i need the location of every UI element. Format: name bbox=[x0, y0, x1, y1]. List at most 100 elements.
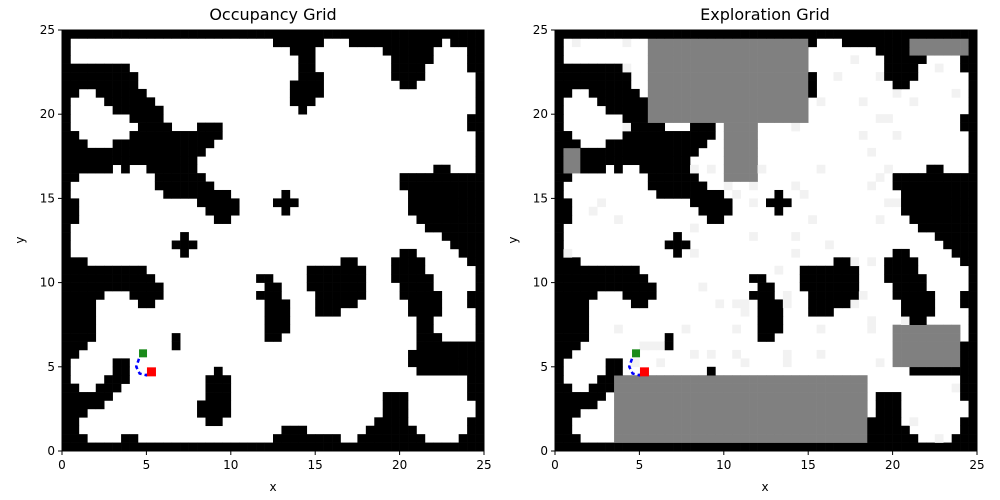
occupied-cell bbox=[382, 442, 392, 452]
occupied-cell bbox=[408, 248, 417, 258]
occupied-cell bbox=[681, 156, 691, 166]
occupied-cell bbox=[917, 55, 927, 64]
occupied-cell bbox=[943, 189, 952, 199]
occupied-cell bbox=[917, 223, 927, 233]
y-tick-label: 10 bbox=[533, 276, 548, 290]
occupied-cell bbox=[926, 206, 936, 216]
occupied-cell bbox=[391, 72, 400, 81]
unexplored-cell bbox=[614, 392, 623, 401]
occupied-cell bbox=[698, 442, 708, 452]
visited-cell bbox=[563, 248, 573, 258]
occupied-cell bbox=[137, 282, 147, 292]
occupied-cell bbox=[171, 173, 181, 182]
visited-cell bbox=[690, 248, 699, 258]
occupied-cell bbox=[408, 349, 417, 359]
occupied-cell bbox=[112, 88, 122, 98]
occupied-cell bbox=[901, 425, 910, 435]
unexplored-cell bbox=[799, 114, 809, 123]
occupied-cell bbox=[605, 366, 615, 376]
occupied-cell bbox=[306, 88, 316, 98]
occupied-cell bbox=[78, 324, 88, 334]
occupied-cell bbox=[875, 400, 885, 410]
occupied-cell bbox=[433, 442, 443, 452]
occupied-cell bbox=[289, 88, 299, 98]
unexplored-cell bbox=[715, 63, 725, 73]
unexplored-cell bbox=[614, 375, 623, 384]
occupied-cell bbox=[264, 442, 274, 452]
y-tick-label: 5 bbox=[47, 360, 55, 374]
unexplored-cell bbox=[850, 417, 860, 427]
occupied-cell bbox=[555, 383, 564, 393]
unexplored-cell bbox=[673, 383, 682, 393]
unexplored-cell bbox=[917, 46, 927, 56]
unexplored-cell bbox=[673, 46, 682, 56]
unexplored-cell bbox=[799, 425, 809, 435]
occupied-cell bbox=[740, 442, 750, 452]
unexplored-cell bbox=[740, 156, 750, 166]
unexplored-cell bbox=[757, 72, 767, 81]
occupied-cell bbox=[213, 366, 223, 376]
occupied-cell bbox=[698, 181, 708, 191]
unexplored-cell bbox=[825, 417, 834, 427]
visited-cell bbox=[749, 198, 758, 208]
occupied-cell bbox=[424, 366, 434, 376]
visited-cell bbox=[732, 349, 741, 359]
occupied-cell bbox=[934, 198, 944, 208]
unexplored-cell bbox=[622, 417, 632, 427]
occupied-cell bbox=[960, 122, 969, 132]
occupied-cell bbox=[416, 299, 426, 309]
occupied-cell bbox=[239, 30, 248, 39]
occupied-cell bbox=[467, 30, 476, 39]
occupied-cell bbox=[867, 434, 877, 443]
occupied-cell bbox=[943, 198, 952, 208]
visited-cell bbox=[909, 97, 919, 107]
unexplored-cell bbox=[690, 80, 699, 90]
unexplored-cell bbox=[917, 38, 927, 48]
unexplored-cell bbox=[732, 72, 741, 81]
occupied-cell bbox=[673, 248, 682, 258]
occupied-cell bbox=[416, 63, 426, 73]
occupied-cell bbox=[647, 442, 657, 452]
occupied-cell bbox=[70, 139, 80, 149]
visited-cell bbox=[630, 358, 640, 368]
occupied-cell bbox=[433, 215, 443, 224]
occupied-cell bbox=[121, 442, 130, 452]
occupied-cell bbox=[968, 122, 978, 132]
occupied-cell bbox=[399, 46, 409, 56]
exploration-grid-title: Exploration Grid bbox=[700, 5, 830, 24]
occupied-cell bbox=[555, 291, 564, 300]
occupied-cell bbox=[926, 442, 936, 452]
occupied-cell bbox=[563, 307, 573, 317]
unexplored-cell bbox=[799, 400, 809, 410]
occupied-cell bbox=[580, 400, 590, 410]
occupied-cell bbox=[205, 442, 215, 452]
unexplored-cell bbox=[681, 55, 691, 64]
occupied-cell bbox=[555, 333, 564, 342]
occupied-cell bbox=[87, 392, 97, 401]
occupied-cell bbox=[968, 442, 978, 452]
unexplored-cell bbox=[639, 417, 649, 427]
occupied-cell bbox=[121, 156, 130, 166]
occupied-cell bbox=[960, 358, 969, 368]
y-tick-label: 25 bbox=[533, 23, 548, 37]
occupied-cell bbox=[399, 38, 409, 48]
occupied-cell bbox=[841, 257, 851, 267]
unexplored-cell bbox=[766, 97, 775, 107]
occupied-cell bbox=[213, 400, 223, 410]
occupied-cell bbox=[833, 257, 843, 267]
occupied-cell bbox=[690, 181, 699, 191]
unexplored-cell bbox=[799, 417, 809, 427]
unexplored-cell bbox=[774, 55, 784, 64]
occupied-cell bbox=[78, 333, 88, 342]
occupied-cell bbox=[909, 189, 919, 199]
y-tick-label: 0 bbox=[540, 444, 548, 458]
occupied-cell bbox=[298, 80, 308, 90]
visited-cell bbox=[715, 299, 725, 309]
occupied-cell bbox=[315, 80, 324, 90]
occupied-cell bbox=[774, 198, 784, 208]
occupied-cell bbox=[690, 198, 699, 208]
occupied-cell bbox=[323, 274, 333, 283]
occupied-cell bbox=[197, 147, 206, 157]
unexplored-cell bbox=[808, 408, 817, 418]
